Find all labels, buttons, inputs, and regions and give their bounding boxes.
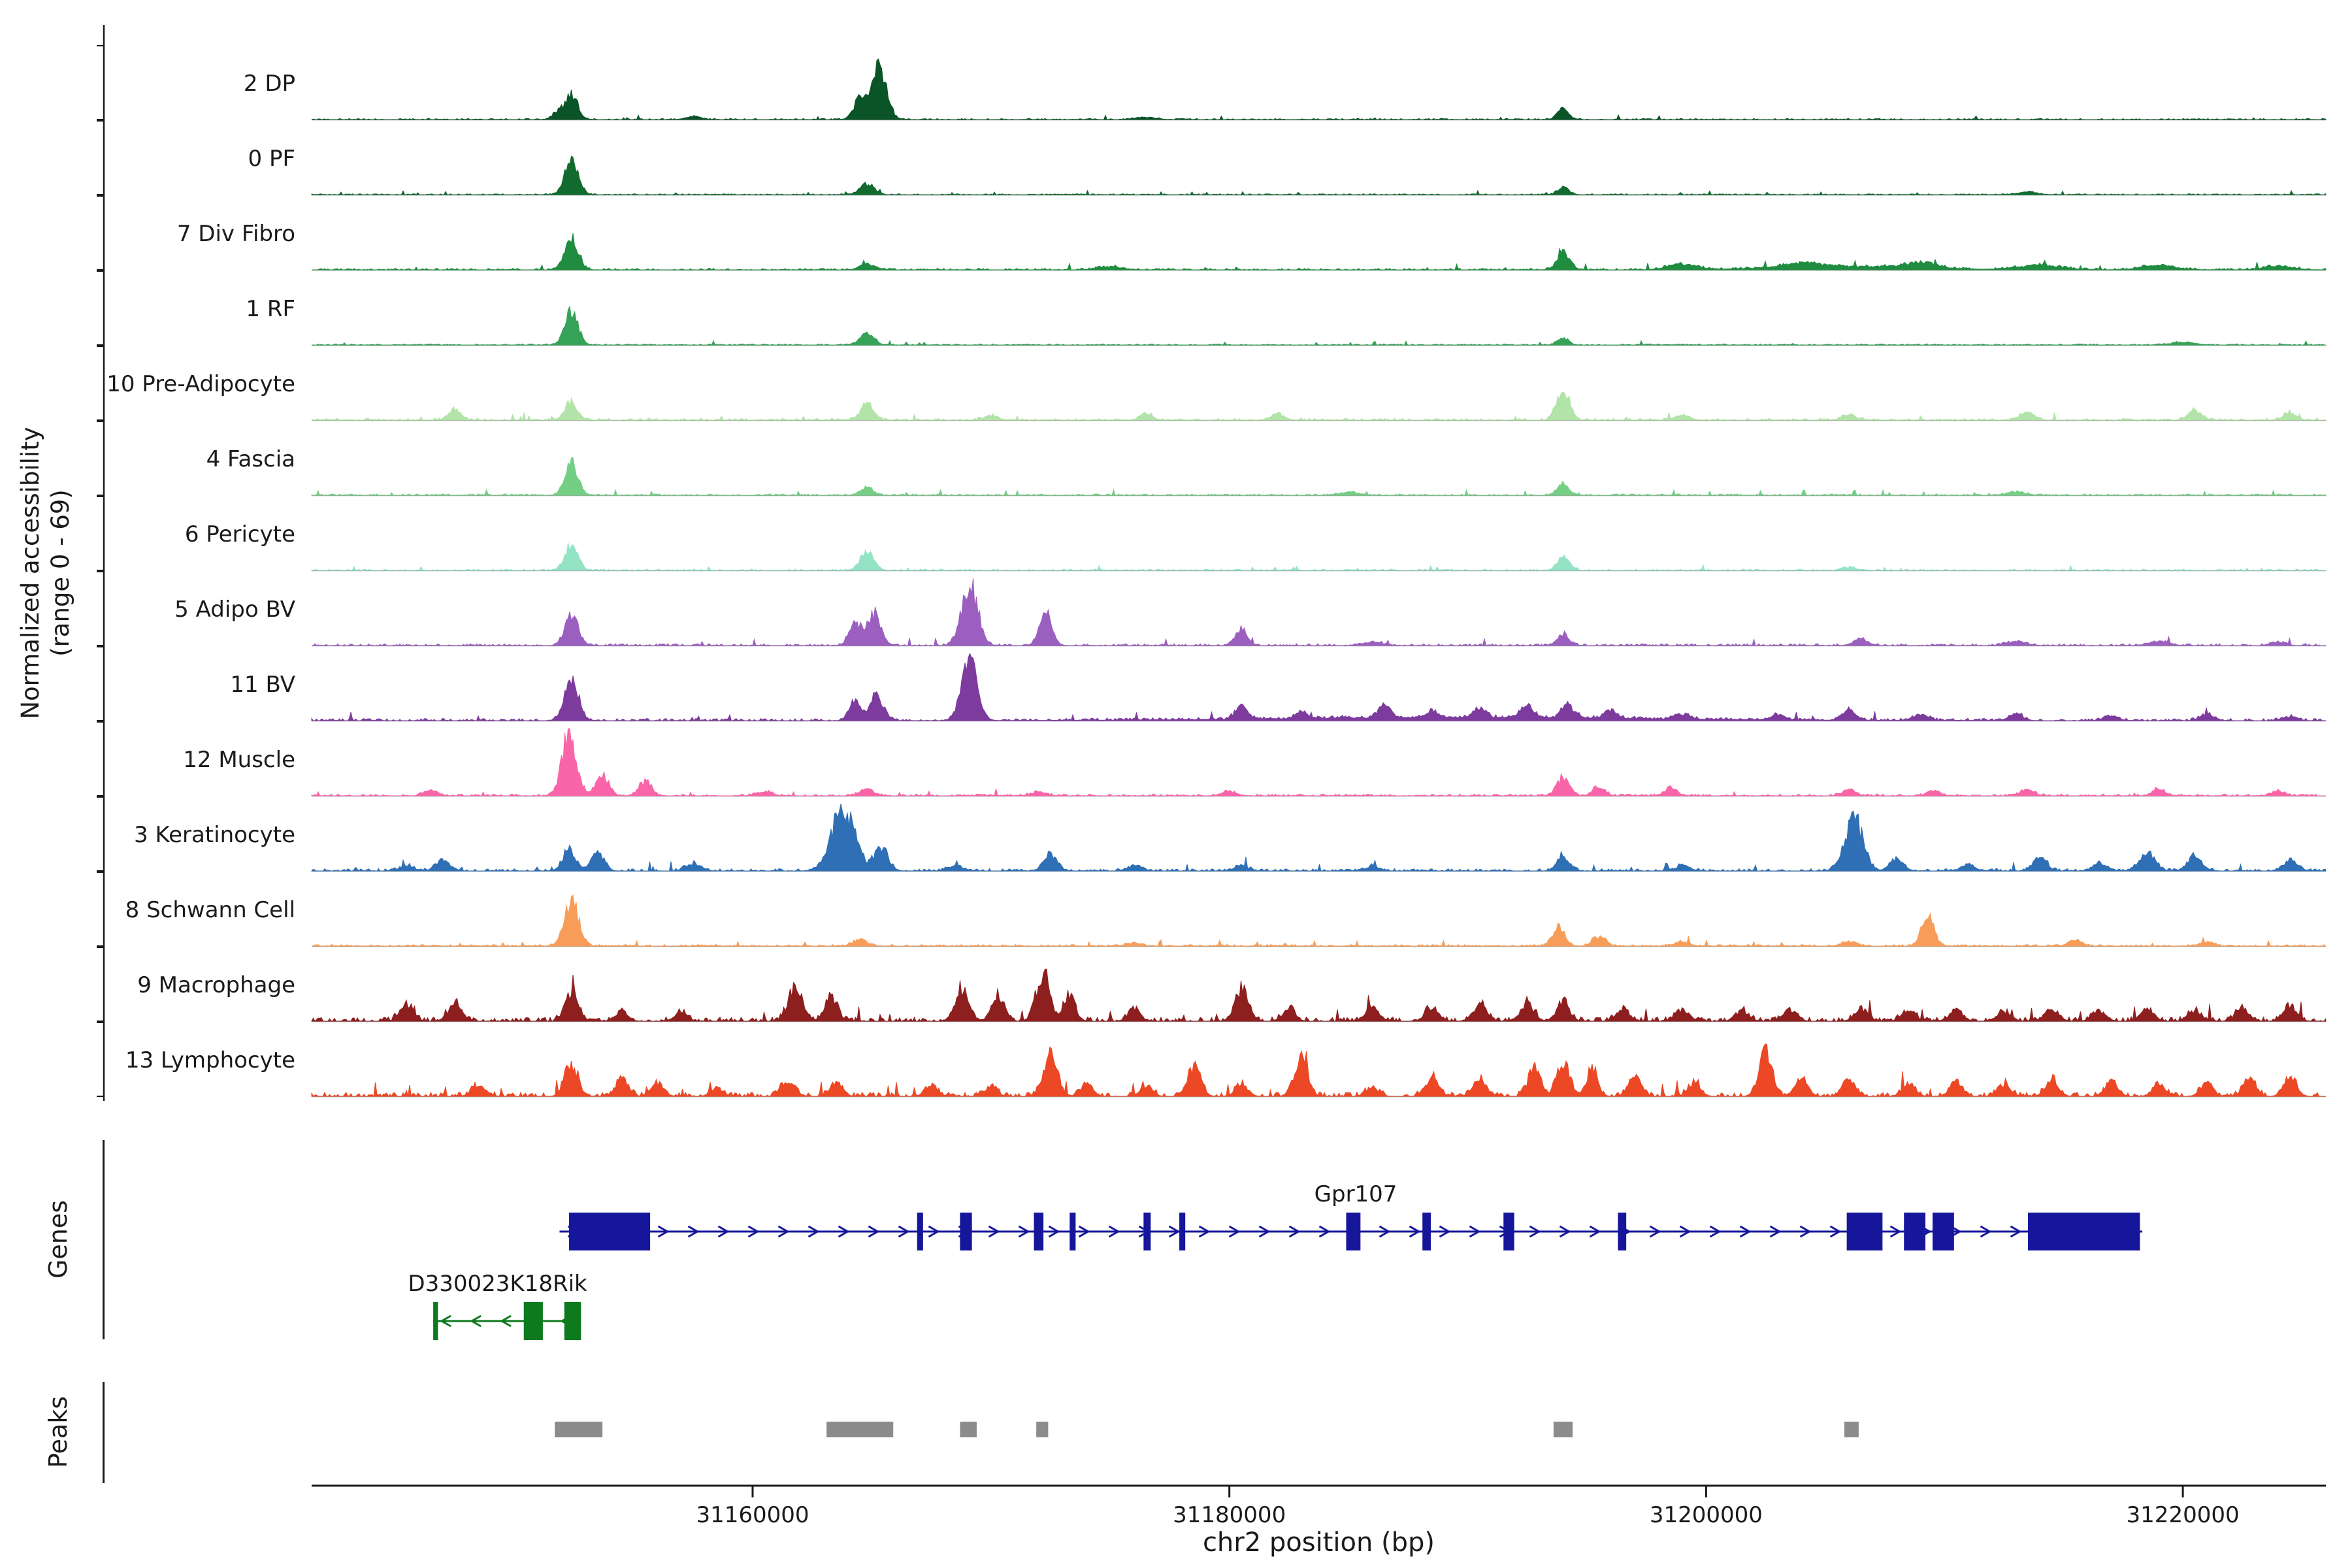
gene-exon [2027,1213,2140,1250]
genes-track: Gpr107 D330023K18Rik [408,1181,2143,1340]
gene-exon [1179,1213,1186,1250]
gene-exon [569,1213,651,1250]
peaks-track [555,1422,1859,1437]
signal-area [311,968,2327,1022]
tracks-y-axis [97,25,105,1101]
track-row: 11 BV [0,647,2352,722]
tracks-area: 2 DP 0 PF 7 Div Fibro 1 RF 10 Pre-Adipocyte 4… [0,46,2352,1098]
track-row: 6 Pericyte [0,497,2352,572]
signal-area [311,58,2327,120]
x-tick-label: 31220000 [2127,1502,2240,1528]
track-row: 0 PF [0,121,2352,196]
gene-exon [523,1302,543,1340]
track-label: 0 PF [248,145,296,172]
track-label: 10 Pre-Adipocyte [106,370,295,397]
gene-exon [1346,1213,1361,1250]
track-signal [312,894,2326,947]
genes-axis-line [103,1140,105,1339]
track-signal [311,1043,2326,1098]
track-signal [312,233,2327,271]
signal-area [311,457,2327,496]
track-label: 9 Macrophage [137,972,295,998]
gene-exon [1618,1213,1627,1250]
gene-label: Gpr107 [1315,1181,1397,1207]
peak-region [826,1422,894,1437]
gene-exon [960,1213,972,1250]
track-label: 3 Keratinocyte [134,821,295,848]
gene-exon [1422,1213,1431,1250]
peak-region [1036,1422,1049,1437]
track-signal [311,58,2327,121]
signal-area [311,391,2327,421]
gene-exon [1503,1213,1514,1250]
track-signal [311,728,2326,797]
track-row: 12 Muscle [0,722,2352,797]
track-row: 8 Schwann Cell [0,872,2352,947]
track-row: 4 Fascia [0,421,2352,497]
track-row: 7 Div Fibro [0,196,2352,271]
signal-area [312,578,2327,646]
track-signal [312,305,2326,346]
track-label: 11 BV [230,671,295,698]
gene-exon [1034,1213,1044,1250]
gene-exon [1932,1213,1954,1250]
gene-exon [1846,1213,1883,1250]
peak-region [1553,1422,1573,1437]
gene-D330023K18Rik: D330023K18Rik [408,1271,587,1340]
gene-exon [917,1213,923,1250]
track-signal [311,457,2327,497]
x-axis: 31160000 31180000 31200000 31220000 [312,1484,2326,1528]
track-row: 2 DP [0,46,2352,121]
peak-region [960,1422,977,1437]
track-row: 5 Adipo BV [0,572,2352,647]
track-signal [311,542,2326,572]
signal-area [311,155,2327,195]
track-label: 6 Pericyte [184,521,295,547]
signal-area [311,728,2326,796]
track-label: 2 DP [243,70,295,97]
signal-area [310,804,2327,872]
gene-exon [1070,1213,1076,1250]
track-label: 7 Div Fibro [176,220,295,247]
gene-exon [433,1302,438,1340]
track-label: 4 Fascia [206,446,295,472]
signal-area [311,1043,2326,1098]
x-axis-title: chr2 position (bp) [1202,1527,1435,1558]
track-label: 12 Muscle [183,746,295,773]
track-signal [311,391,2327,421]
peak-region [1844,1422,1859,1437]
gene-exon [1143,1213,1151,1250]
track-label: 13 Lymphocyte [125,1047,295,1073]
track-label: 1 RF [246,295,295,322]
track-row: 10 Pre-Adipocyte [0,346,2352,421]
track-signal [311,653,2326,722]
track-row: 1 RF [0,271,2352,346]
signal-area [311,542,2326,571]
signal-area [312,305,2326,346]
track-row: 9 Macrophage [0,947,2352,1022]
signal-area [312,233,2327,270]
x-tick-label: 31180000 [1173,1502,1286,1528]
track-signal [311,155,2327,196]
gene-exon [1904,1213,1926,1250]
gene-label: D330023K18Rik [408,1271,587,1297]
gene-Gpr107: Gpr107 [559,1181,2143,1250]
track-signal [310,804,2327,872]
gene-exon [564,1302,581,1340]
track-row: 3 Keratinocyte [0,797,2352,872]
track-label: 5 Adipo BV [174,596,295,623]
track-label: 8 Schwann Cell [125,896,295,923]
signal-area [311,653,2326,721]
signal-area [312,894,2326,947]
peak-region [555,1422,603,1437]
peaks-axis-line [103,1382,105,1483]
track-row: 13 Lymphocyte [0,1022,2352,1098]
track-signal [312,578,2327,647]
track-signal [311,968,2327,1022]
x-tick-label: 31200000 [1650,1502,1763,1528]
x-tick-label: 31160000 [696,1502,809,1528]
